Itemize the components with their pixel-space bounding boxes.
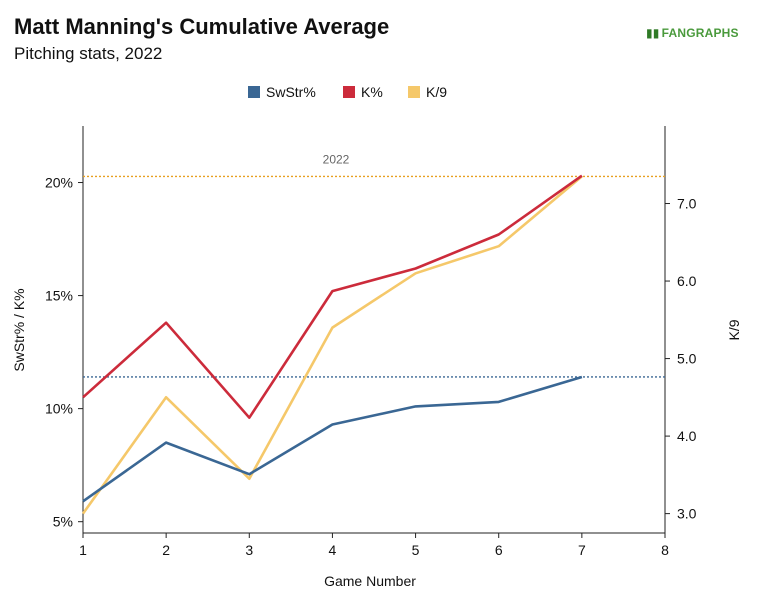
reference-line-label: 2022	[323, 152, 350, 166]
chart-title: Matt Manning's Cumulative Average	[14, 14, 390, 39]
y-left-tick-label: 10%	[45, 401, 73, 417]
legend: SwStr% K% K/9	[248, 84, 447, 100]
reference-lines: 2022	[83, 152, 665, 378]
series-lines	[81, 174, 583, 515]
x-tick-label: 4	[329, 542, 337, 558]
y-left-tick-label: 20%	[45, 175, 73, 191]
series-line-k9	[81, 175, 583, 515]
legend-label-kpct: K%	[361, 84, 383, 100]
series-line-k	[82, 174, 583, 420]
y-right-tick-label: 7.0	[677, 196, 697, 212]
chart-subtitle: Pitching stats, 2022	[14, 44, 163, 63]
legend-label-k9: K/9	[426, 84, 447, 100]
x-tick-label: 6	[495, 542, 503, 558]
y-left-ticks: 5% 10% 15% 20%	[45, 175, 83, 530]
x-axis-label: Game Number	[324, 573, 416, 589]
series-line-swstr	[82, 375, 583, 503]
y-right-tick-label: 6.0	[677, 273, 697, 289]
x-tick-label: 7	[578, 542, 586, 558]
y-right-axis-label: K/9	[726, 319, 742, 340]
x-tick-label: 1	[79, 542, 87, 558]
x-tick-label: 8	[661, 542, 669, 558]
legend-swatch-k9	[408, 86, 420, 98]
y-left-axis-label: SwStr% / K%	[11, 288, 27, 371]
y-left-tick-label: 15%	[45, 288, 73, 304]
y-right-ticks: 3.0 4.0 5.0 6.0 7.0	[665, 196, 697, 522]
logo-bars-icon: ▮▮	[646, 26, 660, 40]
axes	[82, 126, 666, 534]
x-tick-label: 5	[412, 542, 420, 558]
legend-swatch-swstr	[248, 86, 260, 98]
x-ticks: 1 2 3 4 5 6 7 8	[79, 533, 669, 558]
y-right-tick-label: 4.0	[677, 428, 697, 444]
legend-swatch-kpct	[343, 86, 355, 98]
y-right-tick-label: 3.0	[677, 506, 697, 522]
logo-text: FANGRAPHS	[661, 26, 739, 40]
y-left-tick-label: 5%	[53, 514, 73, 530]
y-right-tick-label: 5.0	[677, 351, 697, 367]
x-tick-label: 2	[162, 542, 170, 558]
x-tick-label: 3	[245, 542, 253, 558]
legend-label-swstr: SwStr%	[266, 84, 316, 100]
fangraphs-logo: ▮▮ FANGRAPHS	[646, 26, 739, 40]
